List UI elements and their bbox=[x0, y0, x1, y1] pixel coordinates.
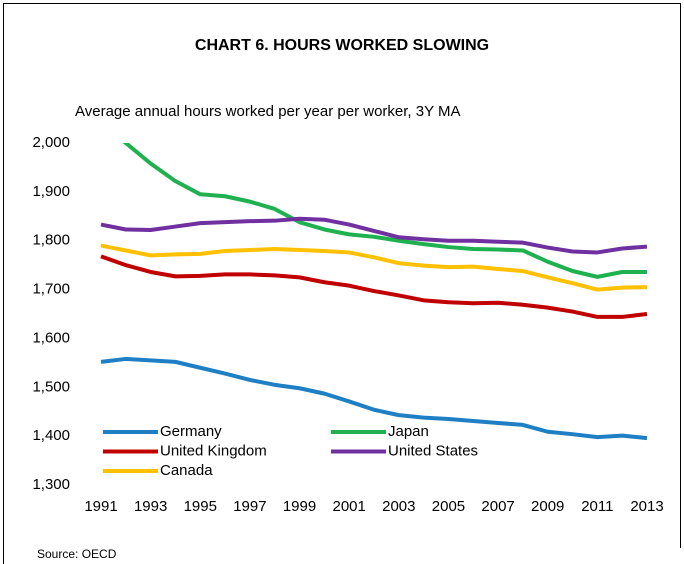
x-tick-label: 2007 bbox=[481, 498, 514, 515]
frame bbox=[3, 3, 681, 564]
x-tick-label: 2001 bbox=[332, 498, 365, 515]
x-tick-label: 1993 bbox=[134, 498, 167, 515]
legend-label: Canada bbox=[160, 462, 213, 479]
y-tick-label: 1,400 bbox=[32, 427, 70, 444]
series-line bbox=[100, 216, 648, 255]
y-tick-label: 1,700 bbox=[32, 281, 70, 298]
legend-label: Germany bbox=[160, 423, 222, 440]
chart-title: CHART 6. HOURS WORKED SLOWING bbox=[195, 37, 489, 54]
legend-label: United States bbox=[388, 442, 478, 459]
x-tick-label: 1999 bbox=[283, 498, 316, 515]
chart-subtitle: Average annual hours worked per year per… bbox=[75, 103, 461, 120]
x-tick-label: 2011 bbox=[581, 498, 613, 515]
y-tick-label: 1,500 bbox=[32, 378, 70, 395]
legend-label: United Kingdom bbox=[160, 442, 267, 459]
series-line bbox=[122, 143, 647, 279]
x-tick-label: 2013 bbox=[630, 498, 663, 515]
y-tick-label: 1,800 bbox=[32, 232, 70, 249]
y-tick-label: 1,600 bbox=[32, 329, 70, 346]
series-line bbox=[100, 243, 648, 292]
y-tick-label: 1,900 bbox=[32, 183, 70, 200]
x-tick-label: 2003 bbox=[382, 498, 415, 515]
x-tick-label: 1995 bbox=[184, 498, 217, 515]
x-tick-label: 2005 bbox=[432, 498, 465, 515]
x-tick-label: 1997 bbox=[233, 498, 266, 515]
y-tick-label: 2,000 bbox=[32, 134, 70, 151]
x-tick-label: 2009 bbox=[531, 498, 564, 515]
source: Source: OECD bbox=[37, 547, 117, 561]
legend-label: Japan bbox=[388, 423, 429, 440]
y-tick-label: 1,300 bbox=[32, 476, 70, 493]
series-line bbox=[100, 356, 648, 441]
series-line bbox=[100, 254, 648, 319]
plot-area bbox=[100, 143, 648, 441]
x-tick-label: 1991 bbox=[84, 498, 117, 515]
